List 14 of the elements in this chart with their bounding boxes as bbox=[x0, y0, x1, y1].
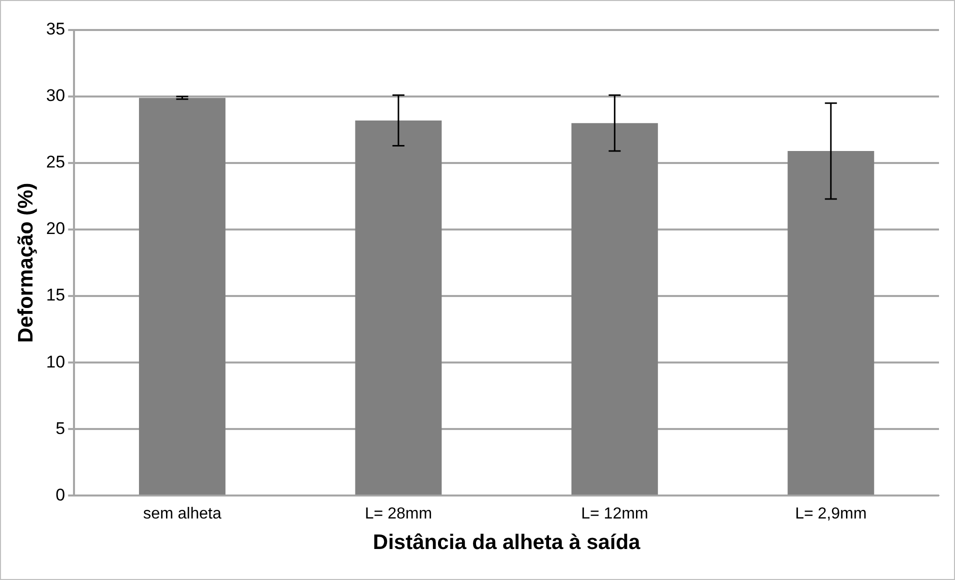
y-tick-label: 20 bbox=[46, 219, 66, 238]
x-axis-title: Distância da alheta à saída bbox=[372, 531, 641, 554]
y-tick-label: 30 bbox=[46, 86, 66, 106]
x-tick-label: sem alheta bbox=[143, 506, 222, 523]
x-tick-label: L= 12mm bbox=[581, 506, 648, 523]
y-tick-label: 15 bbox=[46, 286, 66, 305]
y-tick-label: 35 bbox=[46, 20, 66, 39]
y-tick-label: 0 bbox=[56, 485, 66, 504]
y-tick-label: 10 bbox=[46, 352, 66, 372]
x-tick-label: L= 2,9mm bbox=[795, 506, 867, 523]
y-tick-label: 25 bbox=[46, 152, 66, 172]
y-axis-title: Deformação (%) bbox=[14, 182, 38, 343]
x-tick-label: L= 28mm bbox=[364, 506, 432, 523]
y-tick-label: 5 bbox=[56, 418, 66, 438]
